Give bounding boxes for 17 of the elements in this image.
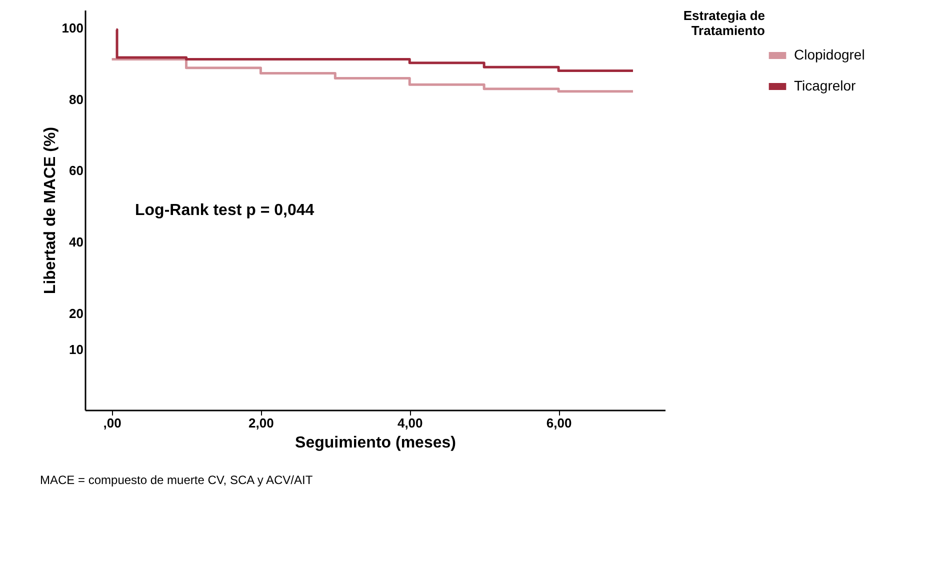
y-tick-label: 10 — [69, 342, 84, 357]
x-tick-label: ,00 — [103, 416, 122, 430]
y-tick-label: 60 — [69, 163, 84, 178]
x-tick-label: 4,00 — [397, 416, 423, 430]
annotation: Log-Rank test p = 0,044 — [135, 202, 314, 219]
y-axis-title: Libertad de MACE (%) — [42, 126, 59, 294]
text: MACE = compuesto de muerte CV, SCA y ACV/AIT — [40, 473, 314, 487]
x-tick-label: 6,00 — [546, 416, 572, 430]
x-axis-title: Seguimiento (meses) — [295, 434, 456, 452]
y-tick-label: 100 — [62, 20, 84, 36]
legend-label: Clopidogrel — [794, 46, 865, 62]
y-tick-label: 40 — [69, 234, 84, 250]
y-tick-label: 80 — [69, 92, 84, 107]
y-tick-label: 20 — [69, 306, 84, 322]
x-tick-label: 2,00 — [248, 416, 274, 430]
legend-label: Ticagrelor — [794, 78, 856, 94]
legend-title: Estrategia de Tratamiento — [683, 8, 766, 38]
